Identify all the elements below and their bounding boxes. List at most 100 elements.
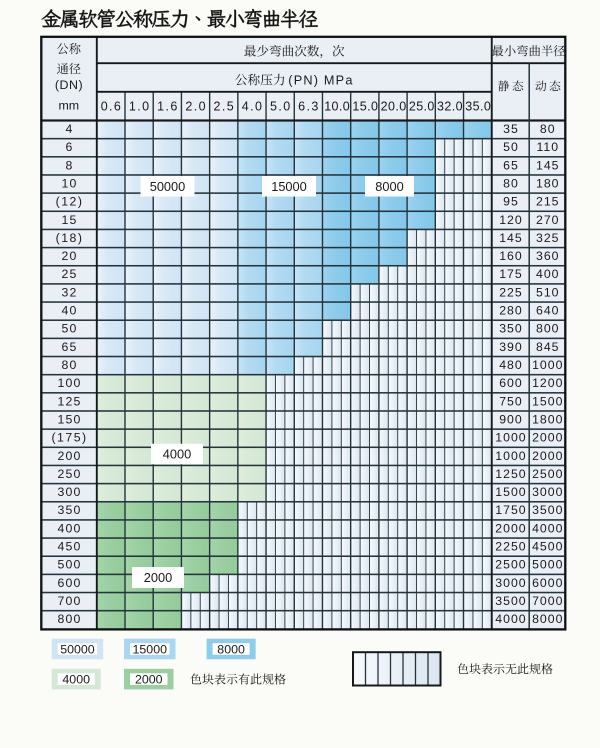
svg-text:(DN): (DN) [55, 78, 83, 92]
svg-text:4000: 4000 [62, 673, 90, 687]
svg-text:125: 125 [57, 394, 81, 408]
svg-text:3500: 3500 [532, 503, 563, 517]
svg-text:350: 350 [499, 322, 523, 336]
svg-text:300: 300 [57, 485, 81, 499]
svg-text:(175): (175) [51, 431, 87, 445]
svg-text:1.6: 1.6 [157, 99, 179, 113]
svg-text:600: 600 [57, 576, 81, 590]
svg-text:2250: 2250 [495, 540, 526, 554]
svg-text:6.3: 6.3 [298, 99, 320, 113]
svg-text:110: 110 [536, 140, 559, 154]
svg-text:(18): (18) [56, 231, 84, 245]
svg-text:2500: 2500 [495, 558, 526, 572]
svg-text:1500: 1500 [532, 394, 563, 408]
svg-text:8: 8 [66, 158, 74, 172]
svg-text:4000: 4000 [163, 447, 191, 462]
svg-text:0.6: 0.6 [101, 99, 123, 113]
svg-text:3500: 3500 [495, 594, 526, 608]
svg-text:10.0: 10.0 [324, 99, 350, 113]
svg-text:50: 50 [62, 322, 78, 336]
svg-text:20.0: 20.0 [381, 99, 407, 113]
svg-text:150: 150 [57, 412, 81, 426]
svg-text:1200: 1200 [532, 376, 563, 390]
svg-text:25.0: 25.0 [409, 99, 435, 113]
svg-text:15000: 15000 [271, 179, 307, 194]
svg-text:400: 400 [57, 521, 81, 535]
svg-text:50000: 50000 [150, 179, 186, 194]
svg-text:8000: 8000 [217, 642, 245, 656]
svg-text:1250: 1250 [495, 467, 526, 481]
svg-text:1500: 1500 [495, 485, 526, 499]
svg-text:400: 400 [536, 267, 560, 281]
svg-text:510: 510 [536, 285, 560, 299]
svg-text:480: 480 [499, 358, 523, 372]
svg-text:65: 65 [62, 340, 78, 354]
svg-text:80: 80 [540, 122, 556, 136]
svg-text:2000: 2000 [532, 449, 563, 463]
svg-text:200: 200 [57, 449, 81, 463]
svg-text:80: 80 [62, 358, 78, 372]
svg-text:145: 145 [536, 158, 560, 172]
svg-text:25: 25 [62, 267, 78, 281]
svg-text:845: 845 [536, 340, 560, 354]
svg-text:6: 6 [66, 140, 74, 154]
svg-text:160: 160 [499, 249, 523, 263]
svg-text:65: 65 [503, 158, 519, 172]
svg-text:1000: 1000 [532, 358, 563, 372]
svg-text:390: 390 [499, 340, 523, 354]
svg-text:2.5: 2.5 [214, 99, 236, 113]
svg-text:120: 120 [499, 213, 523, 227]
svg-text:80: 80 [503, 176, 519, 190]
svg-text:325: 325 [536, 231, 560, 245]
svg-text:35.0: 35.0 [465, 99, 491, 113]
svg-text:1.0: 1.0 [129, 99, 151, 113]
svg-text:1800: 1800 [532, 412, 563, 426]
svg-text:350: 350 [57, 503, 81, 517]
svg-text:215: 215 [536, 195, 560, 209]
svg-text:640: 640 [536, 304, 560, 318]
svg-text:(12): (12) [56, 195, 84, 209]
svg-text:4000: 4000 [495, 612, 526, 626]
svg-text:20: 20 [62, 249, 78, 263]
svg-text:145: 145 [499, 231, 523, 245]
svg-text:4000: 4000 [532, 521, 563, 535]
svg-text:8000: 8000 [375, 179, 403, 194]
svg-text:100: 100 [57, 376, 81, 390]
svg-text:180: 180 [536, 176, 560, 190]
svg-text:225: 225 [499, 285, 523, 299]
svg-text:270: 270 [536, 213, 560, 227]
svg-text:500: 500 [57, 558, 81, 572]
svg-text:40: 40 [62, 304, 78, 318]
svg-text:450: 450 [57, 540, 81, 554]
svg-text:15000: 15000 [133, 642, 168, 656]
svg-text:4500: 4500 [532, 540, 563, 554]
svg-text:50000: 50000 [60, 642, 95, 656]
svg-text:50: 50 [503, 140, 519, 154]
svg-text:4: 4 [66, 122, 74, 136]
svg-text:2.0: 2.0 [185, 99, 207, 113]
svg-text:15: 15 [62, 213, 78, 227]
svg-text:2500: 2500 [532, 467, 563, 481]
svg-text:250: 250 [57, 467, 81, 481]
svg-text:10: 10 [62, 176, 78, 190]
svg-text:15.0: 15.0 [352, 99, 378, 113]
svg-text:(PN) MPa: (PN) MPa [288, 73, 353, 87]
svg-text:5000: 5000 [532, 558, 563, 572]
svg-text:700: 700 [57, 594, 81, 608]
svg-text:2000: 2000 [144, 570, 172, 585]
svg-text:800: 800 [536, 322, 560, 336]
svg-text:8000: 8000 [532, 612, 563, 626]
svg-text:1000: 1000 [495, 449, 526, 463]
svg-text:800: 800 [57, 612, 81, 626]
svg-text:1750: 1750 [495, 503, 526, 517]
svg-text:360: 360 [536, 249, 560, 263]
svg-text:3000: 3000 [495, 576, 526, 590]
svg-text:3000: 3000 [532, 485, 563, 499]
svg-text:95: 95 [503, 195, 519, 209]
svg-text:175: 175 [499, 267, 523, 281]
svg-text:7000: 7000 [532, 594, 563, 608]
svg-text:5.0: 5.0 [270, 99, 292, 113]
svg-text:35: 35 [503, 122, 519, 136]
svg-text:900: 900 [499, 412, 523, 426]
svg-text:600: 600 [499, 376, 523, 390]
